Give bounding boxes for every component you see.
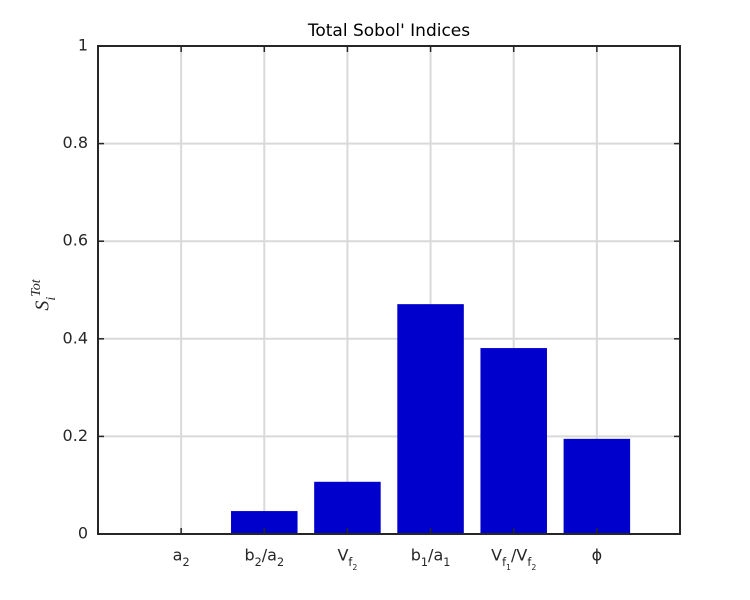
- plot-frame: [97, 45, 681, 535]
- bar: [314, 481, 381, 534]
- y-tick-label: 1: [78, 36, 88, 55]
- y-tick-label: 0.6: [63, 231, 88, 250]
- x-tick-label: ϕ: [592, 546, 603, 565]
- y-tick-label: 0.8: [63, 133, 88, 152]
- y-tick-label: 0.2: [63, 426, 88, 445]
- bar: [480, 348, 547, 534]
- x-tick-label: b2/a2: [244, 546, 284, 569]
- x-tick-label: Vf1/Vf2: [491, 546, 536, 572]
- x-tick-label: b1/a1: [411, 546, 451, 569]
- bar: [397, 304, 464, 534]
- bar: [563, 438, 631, 534]
- y-tick-label: 0: [78, 524, 88, 543]
- bar: [231, 511, 298, 534]
- chart-title: Total Sobol' Indices: [307, 21, 470, 41]
- y-tick-label: 0.4: [63, 328, 88, 347]
